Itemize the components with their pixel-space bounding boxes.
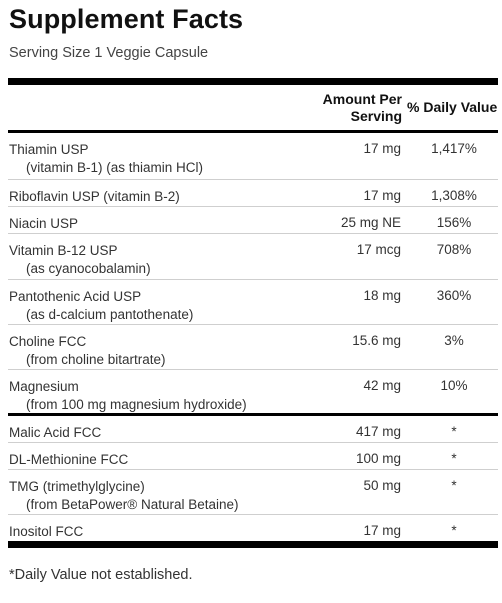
nutrient-dv: 1,417% <box>431 141 477 156</box>
nutrient-amount: 17 mg <box>363 141 401 156</box>
nutrient-amount: 42 mg <box>363 378 401 393</box>
nutrient-amount: 17 mg <box>363 523 401 538</box>
footnote: *Daily Value not established. <box>9 567 193 583</box>
amount-header-line2: Serving <box>350 108 402 124</box>
nutrient-name: DL-Methionine FCC <box>9 452 129 467</box>
nutrient-source: (as cyanocobalamin) <box>26 261 151 276</box>
amount-header: Amount Per Serving <box>292 91 402 125</box>
table-row: Niacin USP 25 mg NE 156% <box>8 207 498 234</box>
nutrient-dv: * <box>451 523 457 538</box>
table-row: Choline FCC (from choline bitartrate) 15… <box>8 325 498 370</box>
nutrient-dv: 360% <box>436 288 472 303</box>
bottom-thick-bar <box>8 541 498 548</box>
nutrient-dv: 1,308% <box>431 188 477 203</box>
table-row: Thiamin USP (vitamin B-1) (as thiamin HC… <box>8 133 498 180</box>
nutrient-name: Riboflavin USP (vitamin B-2) <box>9 189 180 204</box>
nutrient-dv: 156% <box>436 215 472 230</box>
top-thick-bar <box>8 78 498 85</box>
page-title: Supplement Facts <box>9 4 244 34</box>
nutrient-name: Pantothenic Acid USP (as d-calcium panto… <box>9 289 194 322</box>
nutrient-amount: 50 mg <box>363 478 401 493</box>
nutrient-name: Niacin USP <box>9 216 79 231</box>
nutrient-amount: 15.6 mg <box>352 333 401 348</box>
dv-header: % Daily Value <box>407 99 498 115</box>
nutrient-amount: 17 mcg <box>356 242 401 257</box>
nutrient-amount: 417 mg <box>355 424 401 439</box>
nutrient-amount: 25 mg NE <box>340 215 401 230</box>
nutrient-dv: 708% <box>436 242 472 257</box>
nutrient-dv: * <box>451 478 457 493</box>
nutrient-dv: 10% <box>440 378 468 393</box>
nutrient-amount: 100 mg <box>355 451 401 466</box>
table-row: Riboflavin USP (vitamin B-2) 17 mg 1,308… <box>8 180 498 207</box>
nutrient-name: Vitamin B-12 USP (as cyanocobalamin) <box>9 243 151 276</box>
table-row: TMG (trimethylglycine) (from BetaPower® … <box>8 470 498 515</box>
nutrient-source: (from 100 mg magnesium hydroxide) <box>26 397 247 412</box>
nutrient-source: (from choline bitartrate) <box>26 352 166 367</box>
nutrient-dv: * <box>451 451 457 466</box>
nutrient-name: Inositol FCC <box>9 524 84 539</box>
amount-header-line1: Amount Per <box>322 91 402 107</box>
nutrient-source: (as d-calcium pantothenate) <box>26 307 194 322</box>
nutrient-source: (from BetaPower® Natural Betaine) <box>26 497 239 512</box>
nutrient-dv: * <box>451 424 457 439</box>
group-divider-bar <box>8 413 498 416</box>
table-row: Vitamin B-12 USP (as cyanocobalamin) 17 … <box>8 234 498 280</box>
serving-size: Serving Size 1 Veggie Capsule <box>9 45 209 61</box>
nutrient-name: Choline FCC (from choline bitartrate) <box>9 334 166 367</box>
nutrient-name: Magnesium (from 100 mg magnesium hydroxi… <box>9 379 247 412</box>
nutrient-name: TMG (trimethylglycine) (from BetaPower® … <box>9 479 239 512</box>
table-row: DL-Methionine FCC 100 mg * <box>8 443 498 470</box>
nutrient-amount: 17 mg <box>363 188 401 203</box>
table-row: Magnesium (from 100 mg magnesium hydroxi… <box>8 370 498 413</box>
nutrient-name: Malic Acid FCC <box>9 425 102 440</box>
nutrient-amount: 18 mg <box>363 288 401 303</box>
table-row: Inositol FCC 17 mg * <box>8 515 498 541</box>
nutrient-dv: 3% <box>444 333 464 348</box>
nutrient-source: (vitamin B-1) (as thiamin HCl) <box>26 160 204 175</box>
table-row: Pantothenic Acid USP (as d-calcium panto… <box>8 280 498 325</box>
table-row: Malic Acid FCC 417 mg * <box>8 416 498 443</box>
header-divider-bar <box>8 130 498 133</box>
nutrient-name: Thiamin USP (vitamin B-1) (as thiamin HC… <box>9 142 204 175</box>
